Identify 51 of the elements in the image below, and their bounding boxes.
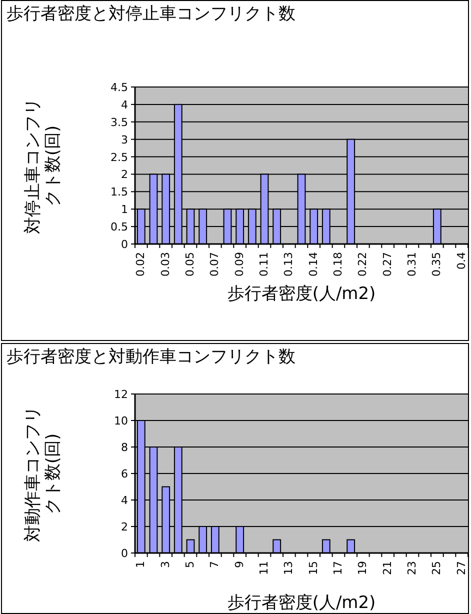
x-tick-label: 13 <box>282 561 296 575</box>
x-tick-label: 0.4 <box>454 252 468 270</box>
x-tick-label: 9 <box>232 561 246 568</box>
x-tick-label: 0.14 <box>306 252 320 276</box>
x-tick-label: 23 <box>406 561 419 575</box>
x-tick-label: 0.18 <box>332 252 345 276</box>
y-axis-title: 対動作車コンフリクト数(回) <box>23 404 64 544</box>
x-tick-label: 0.07 <box>208 252 222 276</box>
y-tick-label: 10 <box>114 414 128 428</box>
x-tick-label: 0.13 <box>282 252 296 276</box>
y-tick-label: 3.5 <box>110 116 128 129</box>
x-tick-label: 27 <box>454 561 468 575</box>
y-tick-label: 4 <box>121 98 128 112</box>
x-tick-label: 7 <box>208 561 222 568</box>
y-tick-label: 3 <box>121 133 128 146</box>
y-tick-label: 1.5 <box>110 186 128 199</box>
y-tick-label: 0.5 <box>110 220 128 234</box>
y-tick-label: 6 <box>121 468 128 480</box>
y-tick-label: 4.5 <box>110 81 128 94</box>
x-tick-label: 0.27 <box>380 252 394 276</box>
x-tick-label: 21 <box>380 561 394 575</box>
x-axis-title: 歩行者密度(人/m2) <box>226 592 377 614</box>
chart-title: 歩行者密度と対動作車コンフリクト数 <box>6 346 296 368</box>
x-tick-label: 19 <box>356 561 370 575</box>
y-axis-title: 対停止車コンフリクト数(回) <box>23 96 64 236</box>
y-tick-label: 2.5 <box>110 150 128 164</box>
x-tick-label: 3 <box>158 561 172 568</box>
x-tick-label: 25 <box>430 561 444 575</box>
x-axis-title: 歩行者密度(人/m2) <box>226 283 377 305</box>
x-tick-label: 0.22 <box>356 252 370 276</box>
x-tick-label: 11 <box>258 561 271 575</box>
x-tick-label: 0.31 <box>406 252 419 276</box>
x-tick-label: 0.11 <box>258 252 271 276</box>
y-tick-label: 4 <box>121 494 128 507</box>
y-tick-label: 8 <box>121 441 128 454</box>
x-tick-label: 15 <box>306 561 320 575</box>
x-tick-label: 17 <box>332 561 345 575</box>
y-tick-label: 1 <box>121 203 128 216</box>
x-tick-label: 0.02 <box>134 252 148 276</box>
y-tick-label: 0 <box>121 547 128 560</box>
y-tick-label: 12 <box>114 388 128 401</box>
x-tick-label: 0.35 <box>430 252 444 276</box>
y-tick-label: 2 <box>121 168 128 182</box>
y-tick-label: 0 <box>121 238 128 251</box>
x-tick-label: 0.09 <box>232 252 246 276</box>
y-tick-label: 2 <box>121 520 128 534</box>
chart-title: 歩行者密度と対停止車コンフリクト数 <box>6 3 296 25</box>
x-tick-label: 0.05 <box>184 252 197 276</box>
x-tick-label: 5 <box>184 561 197 568</box>
x-tick-label: 1 <box>134 561 148 568</box>
x-tick-label: 0.03 <box>158 252 172 276</box>
